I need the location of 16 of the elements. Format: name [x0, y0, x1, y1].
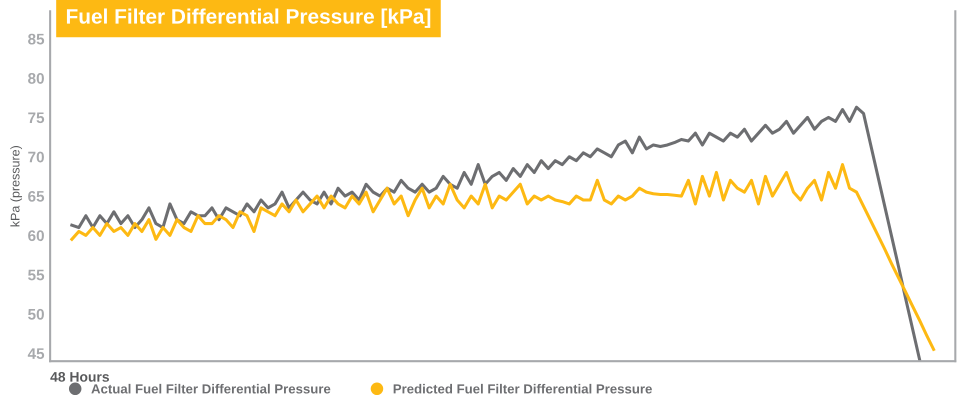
y-tick-label: 55: [28, 270, 44, 280]
line-series: [70, 106, 922, 362]
chart-title: Fuel Filter Differential Pressure [kPa]: [66, 8, 430, 28]
line-series: [70, 163, 936, 351]
legend-label: Predicted Fuel Filter Differential Pressure: [394, 384, 652, 394]
y-tick-label: 85: [28, 34, 44, 45]
x-axis-title: 48 Hours: [50, 372, 109, 382]
y-tick-label: 80: [28, 73, 44, 84]
y-tick-label: 75: [28, 112, 44, 124]
y-tick-label: 70: [28, 152, 44, 162]
y-axis-title: kPa (pressure): [10, 146, 22, 226]
legend-label: Actual Fuel Filter Differential Pressure: [91, 384, 330, 394]
y-tick-label: 50: [28, 308, 44, 320]
y-tick-label: 45: [28, 348, 44, 359]
y-tick-label: 65: [28, 190, 44, 202]
y-tick-label: 60: [28, 230, 44, 242]
